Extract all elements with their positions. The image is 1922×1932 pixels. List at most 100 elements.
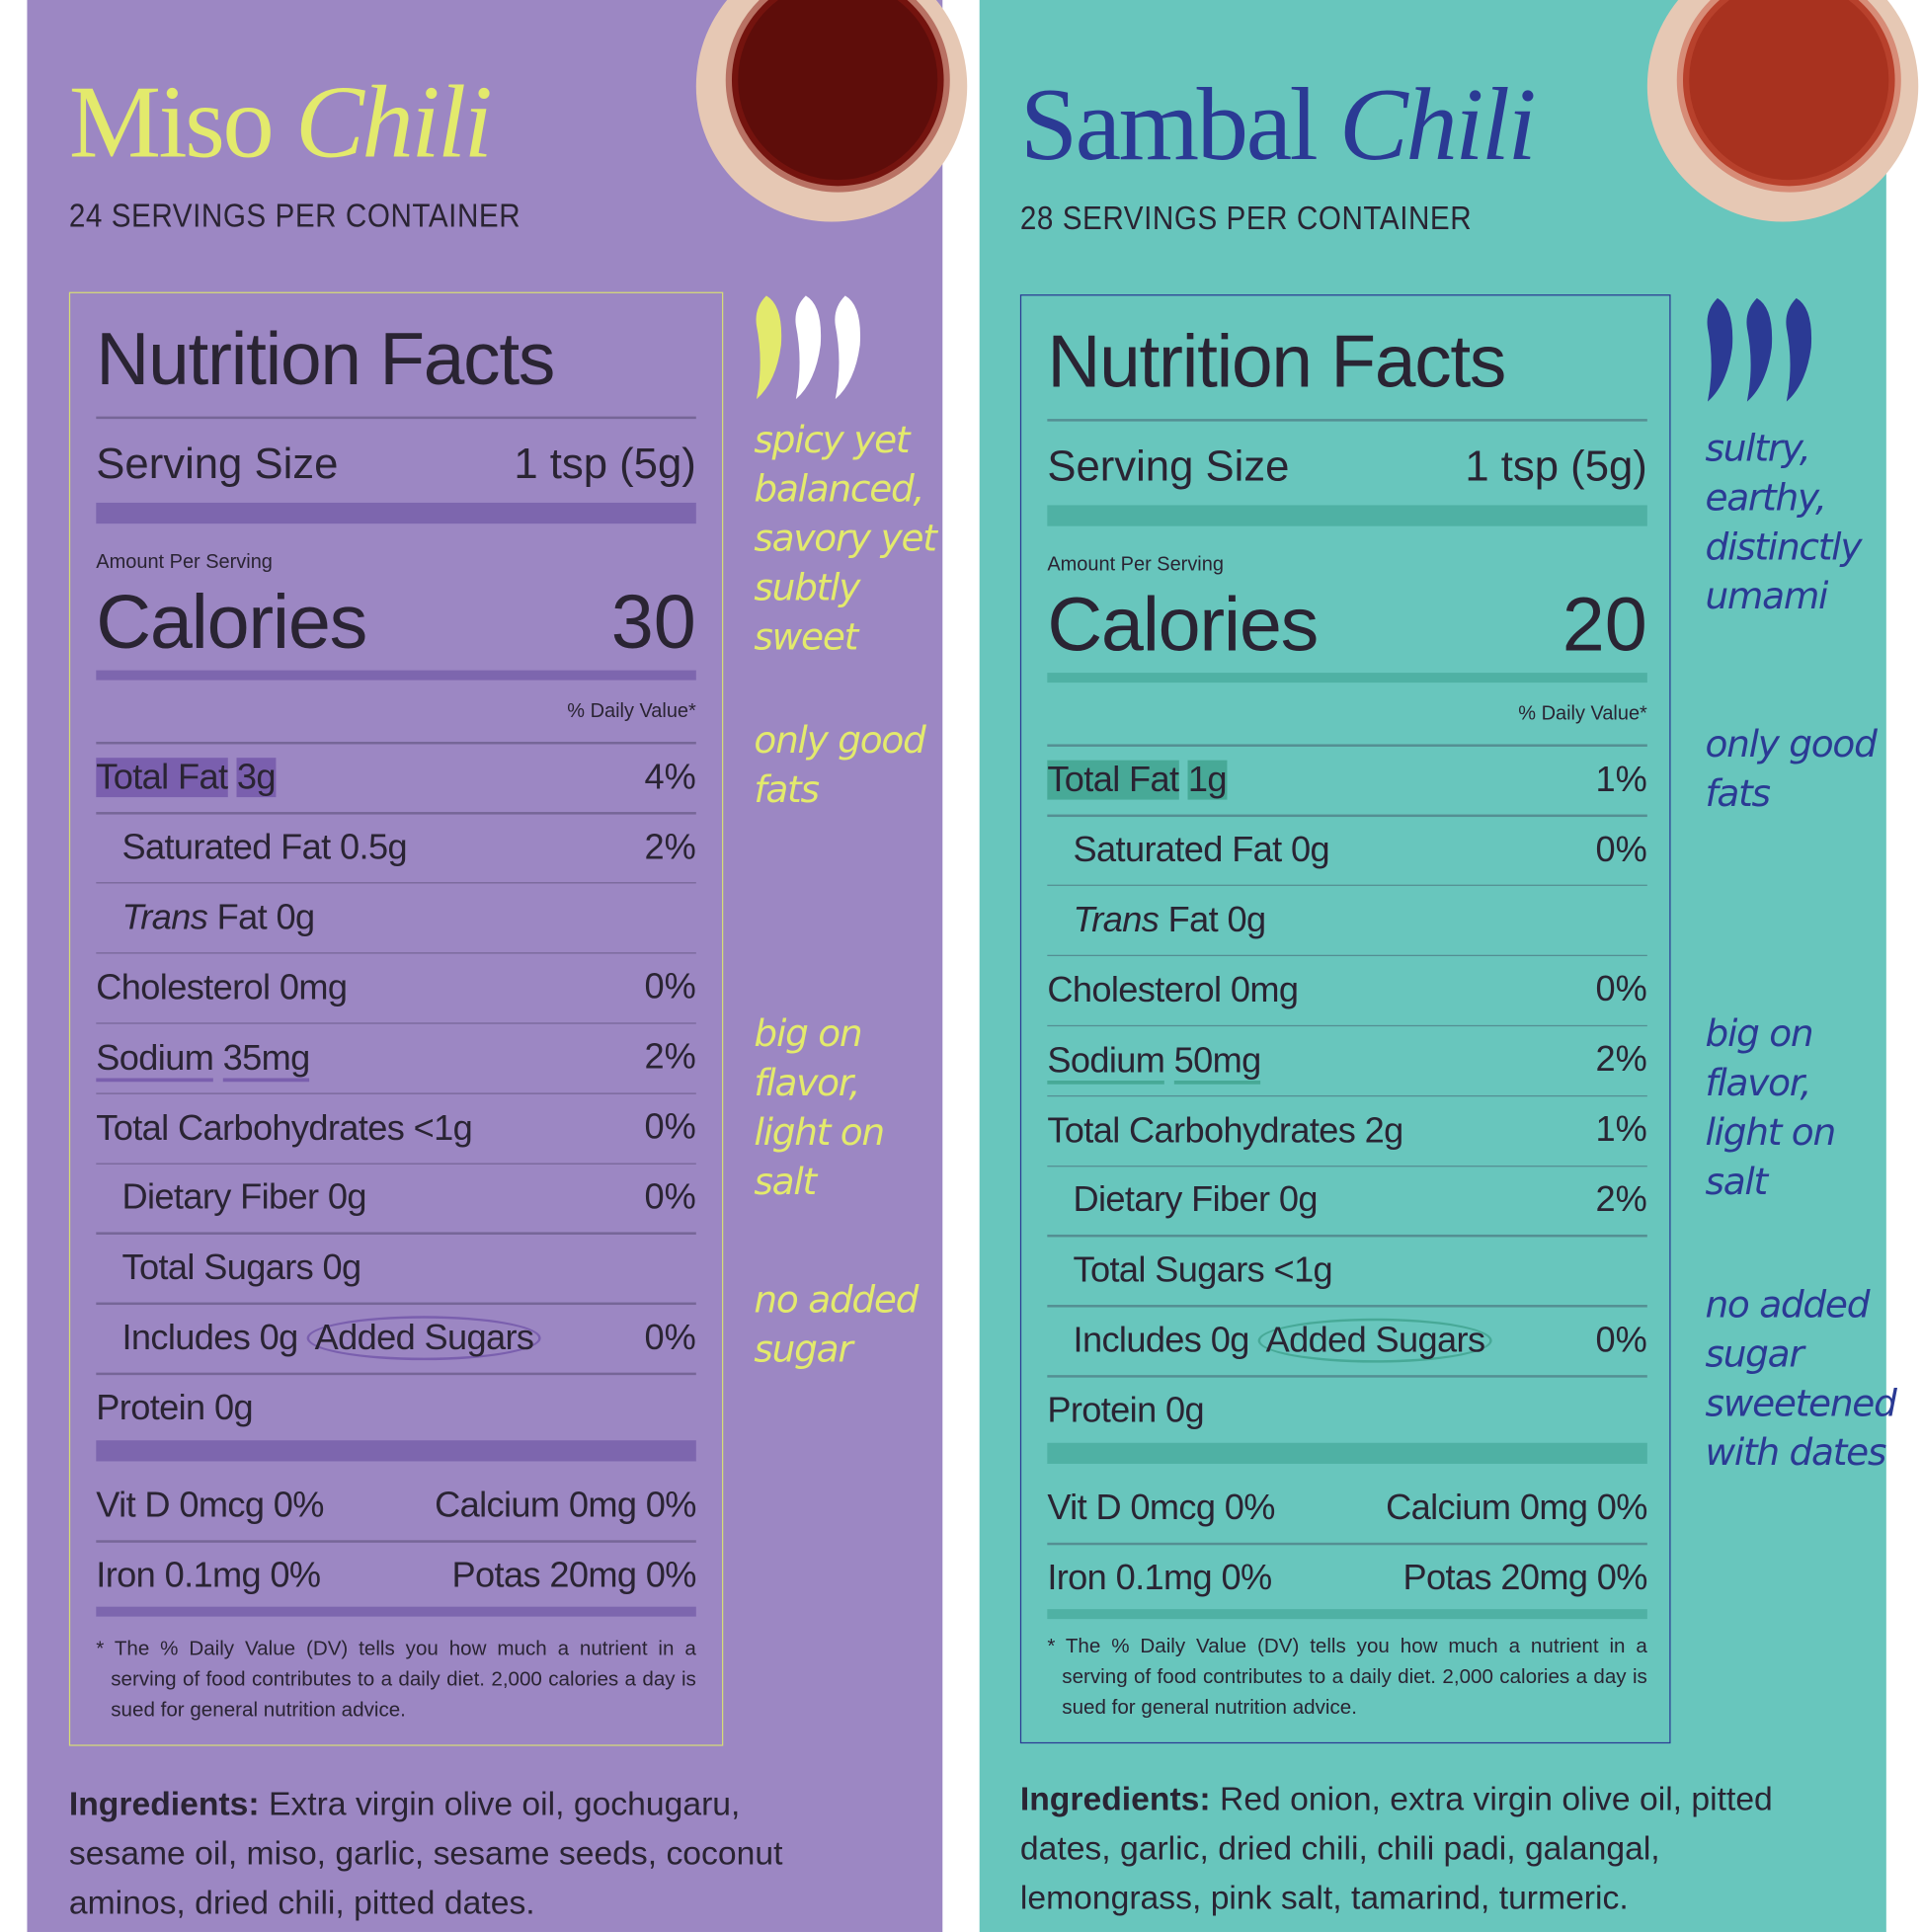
nutrient-label: Includes [1073, 1321, 1202, 1361]
nutrient-amount: <1g [413, 1108, 473, 1148]
handwritten-note: only good fats [1705, 723, 1877, 816]
rule [96, 1091, 696, 1094]
daily-value: 2% [644, 1037, 696, 1078]
medium-bar [1047, 1609, 1647, 1620]
nutrient-row: Dietary Fiber 0g [121, 1177, 367, 1219]
ingredients-label: Ingredients: [1019, 1780, 1211, 1817]
ingredients-label: Ingredients: [68, 1785, 260, 1822]
nutrient-row: Includes 0g Added Sugars [121, 1316, 541, 1361]
nutrient-row: Total Fat 3g [96, 757, 276, 798]
rule [1047, 954, 1647, 957]
handwritten-note: only good fats [754, 719, 925, 813]
medium-bar [96, 1606, 696, 1617]
rule [96, 1162, 696, 1165]
rule [1047, 1094, 1647, 1097]
rule [96, 1021, 696, 1024]
nutrient-label: Includes [121, 1318, 251, 1358]
rule [1047, 1542, 1647, 1545]
nutrient-label: Cholesterol [96, 968, 271, 1008]
calories-label: Calories [1047, 582, 1319, 668]
peppers [756, 295, 861, 400]
mineral: Iron 0.1mg 0% [1047, 1558, 1272, 1598]
daily-value: 2% [1595, 1180, 1647, 1220]
panel: Sambal Chili 28 SERVINGS PER CONTAINER Nut… [979, 0, 1919, 1932]
nutrient-suffix: Added Sugars [307, 1316, 541, 1361]
calories: 30 [610, 580, 696, 666]
nutrient-label: Total Fat [96, 758, 228, 798]
nutrient-amount: 0g [276, 898, 315, 938]
nutrient-label: Total Sugars [1073, 1250, 1265, 1291]
mineral: Calcium 0mg 0% [435, 1485, 696, 1525]
daily-value: 0% [644, 967, 696, 1007]
nutrient-row: Total Carbohydrates <1g [96, 1107, 472, 1149]
rule [96, 741, 696, 744]
nutrient-amount: 3g [236, 758, 276, 798]
rule [96, 1302, 696, 1305]
daily-value-header: % Daily Value* [1518, 703, 1647, 725]
calories: 20 [1562, 582, 1647, 668]
daily-value: 4% [644, 757, 696, 797]
nutrient-row: Sodium 35mg [96, 1037, 310, 1082]
rule [1047, 884, 1647, 887]
nutrient-row: Sodium 50mg [1047, 1039, 1261, 1085]
rule [96, 812, 696, 814]
nutrient-amount: 0g [259, 1318, 299, 1358]
handwritten-note: no added sugar sweetened with dates [1705, 1283, 1896, 1476]
medium-bar [1047, 673, 1647, 684]
nutrient-label: Fat [216, 898, 268, 938]
rule [96, 1232, 696, 1235]
nutrient-amount: 0g [322, 1248, 362, 1288]
daily-value-header: % Daily Value* [567, 701, 696, 723]
rule [1047, 1305, 1647, 1308]
rule [96, 1540, 696, 1543]
facts-title: Nutrition Facts [1047, 320, 1506, 403]
handwritten-note: no added sugar [754, 1278, 919, 1372]
nutrient-label: Cholesterol [1047, 970, 1222, 1010]
product-title: Sambal Chili [1020, 64, 1537, 188]
daily-value: 0% [644, 1107, 696, 1148]
nutrient-amount: <1g [1273, 1250, 1333, 1291]
facts-box [68, 291, 724, 1746]
nutrient-amount: 50mg [1173, 1040, 1261, 1085]
nutrient-row: Dietary Fiber 0g [1073, 1179, 1319, 1221]
rule [1047, 814, 1647, 817]
nutrient-amount: 35mg [223, 1038, 310, 1082]
rule [1047, 1235, 1647, 1238]
mineral: Vit D 0mcg 0% [96, 1485, 324, 1525]
mineral: Iron 0.1mg 0% [96, 1556, 321, 1595]
amount-per-serving: Amount Per Serving [96, 552, 273, 574]
servings: 28 SERVINGS PER CONTAINER [1019, 199, 1473, 237]
title-italic: Chili [1338, 67, 1537, 183]
nutrient-label: Total Sugars [121, 1248, 314, 1288]
nutrient-row: Protein 0g [96, 1388, 253, 1429]
nutrient-amount: 0.5g [340, 828, 408, 868]
medium-bar [96, 670, 696, 681]
nutrient-amount: 1g [1187, 760, 1228, 800]
nutrient-label: Dietary Fiber [121, 1178, 319, 1218]
serving-size: 1 tsp (5g) [514, 440, 696, 488]
nutrient-row: Saturated Fat 0g [1074, 829, 1330, 870]
mineral: Potas 20mg 0% [451, 1556, 697, 1595]
nutrient-suffix: Added Sugars [1258, 1318, 1492, 1363]
title-italic: Chili [295, 65, 493, 181]
rule [1047, 1165, 1647, 1167]
rule [1047, 1024, 1647, 1027]
daily-value: 0% [644, 1318, 696, 1358]
daily-value: 0% [1595, 970, 1647, 1010]
daily-value: 2% [644, 827, 696, 867]
thick-bar [1047, 1442, 1647, 1464]
nutrient-label: Saturated Fat [1073, 830, 1283, 870]
nutrient-amount: 0g [327, 1178, 367, 1218]
thick-bar [96, 1440, 696, 1462]
mineral: Calcium 0mg 0% [1386, 1488, 1647, 1528]
product-title: Miso Chili [68, 61, 493, 185]
nutrient-label: Dietary Fiber [1073, 1180, 1271, 1221]
ingredients: Ingredients: Red onion, extra virgin oli… [1020, 1774, 1808, 1922]
title-main: Miso [68, 65, 275, 181]
nutrient-row: Cholesterol 0mg [96, 967, 348, 1008]
nutrient-row: Includes 0g Added Sugars [1073, 1318, 1492, 1363]
nutrient-amount: 0g [1227, 900, 1266, 940]
handwritten-note: spicy yet balanced, savory yet subtly sw… [754, 419, 937, 660]
daily-value: 0% [644, 1177, 696, 1218]
